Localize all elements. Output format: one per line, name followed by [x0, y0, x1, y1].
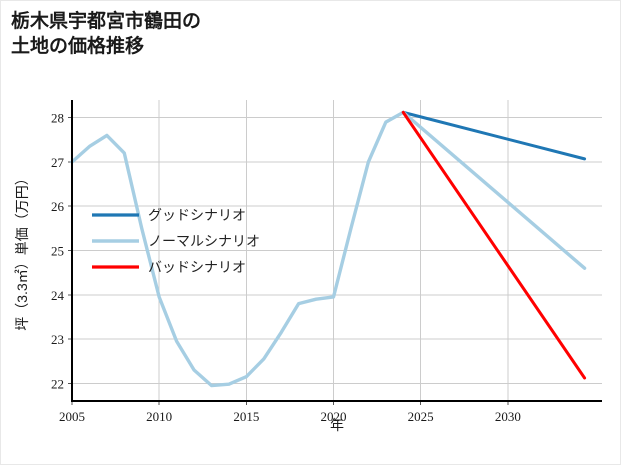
series-line-ノーマルシナリオ — [70, 110, 587, 388]
gridlines-group — [71, 100, 602, 401]
legend-label-バッドシナリオ: バッドシナリオ — [148, 261, 246, 276]
axis-spines-group — [70, 100, 602, 403]
legend-label-ノーマルシナリオ: ノーマルシナリオ — [148, 235, 260, 250]
x-tick-label: 2015 — [233, 409, 259, 424]
tickmarks-group — [68, 117, 509, 405]
y-axis-title: 坪（3.3㎡）単価（万円） — [14, 171, 30, 330]
y-tick-label: 26 — [51, 199, 65, 214]
x-tick-label: 2020 — [321, 409, 347, 424]
y-tick-label: 25 — [51, 244, 64, 259]
y-tick-labels-group: 22 23 24 25 26 27 28 — [51, 111, 65, 392]
y-tick-label: 28 — [51, 111, 64, 126]
chart-title: 栃木県宇都宮市鶴田の 土地の価格推移 — [11, 11, 202, 58]
x-tick-label: 2025 — [408, 409, 434, 424]
x-tick-label: 2010 — [146, 409, 172, 424]
x-tick-label: 2030 — [495, 409, 521, 424]
y-tick-label: 27 — [51, 155, 65, 170]
x-tick-labels-group: 2005 2010 2015 2020 2025 2030 — [59, 409, 521, 424]
x-tick-label: 2005 — [59, 409, 85, 424]
y-tick-label: 24 — [51, 288, 65, 303]
x-axis-title: 年 — [330, 417, 344, 433]
y-tick-label: 22 — [51, 376, 64, 391]
y-tick-label: 23 — [51, 332, 64, 347]
series-line-グッドシナリオ — [401, 110, 587, 161]
series-line-バッドシナリオ — [401, 110, 587, 380]
legend-label-グッドシナリオ: グッドシナリオ — [148, 208, 246, 224]
series-group — [70, 110, 587, 388]
